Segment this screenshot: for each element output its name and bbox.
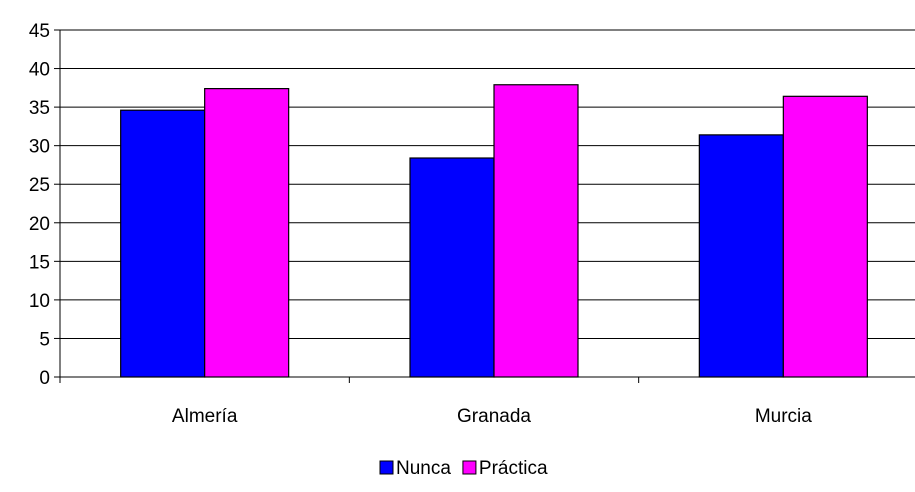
legend-swatch (462, 460, 477, 475)
bar-nunca-2 (698, 134, 784, 378)
legend-swatch (379, 460, 394, 475)
bar-prctica-0 (204, 88, 290, 378)
y-tick-label: 10 (29, 291, 50, 312)
x-tick-label: Murcia (755, 406, 812, 427)
y-tick-label: 15 (29, 252, 50, 273)
y-tick-label: 25 (29, 175, 50, 196)
legend-label: Práctica (479, 458, 548, 479)
axes (59, 30, 915, 378)
y-tick-label: 40 (29, 60, 50, 81)
y-tick-label: 5 (39, 329, 50, 350)
y-tick-label: 20 (29, 214, 50, 235)
legend-label: Nunca (396, 458, 451, 479)
bar-prctica-1 (493, 84, 579, 378)
legend: Nunca Práctica (379, 458, 548, 479)
bars (120, 84, 868, 378)
y-tick-label: 45 (29, 21, 50, 42)
y-axis-ticks: 0 5 10 15 20 25 30 35 40 45 (29, 21, 60, 389)
bar-nunca-0 (120, 109, 206, 378)
bar-nunca-1 (409, 157, 495, 378)
x-tick-label: Granada (457, 406, 531, 427)
y-tick-label: 30 (29, 137, 50, 158)
bar-prctica-2 (782, 95, 868, 378)
x-axis-ticks: Almería Granada Murcia (59, 377, 812, 427)
y-tick-label: 0 (39, 368, 50, 389)
x-tick-label: Almería (172, 406, 238, 427)
y-tick-label: 35 (29, 98, 50, 119)
